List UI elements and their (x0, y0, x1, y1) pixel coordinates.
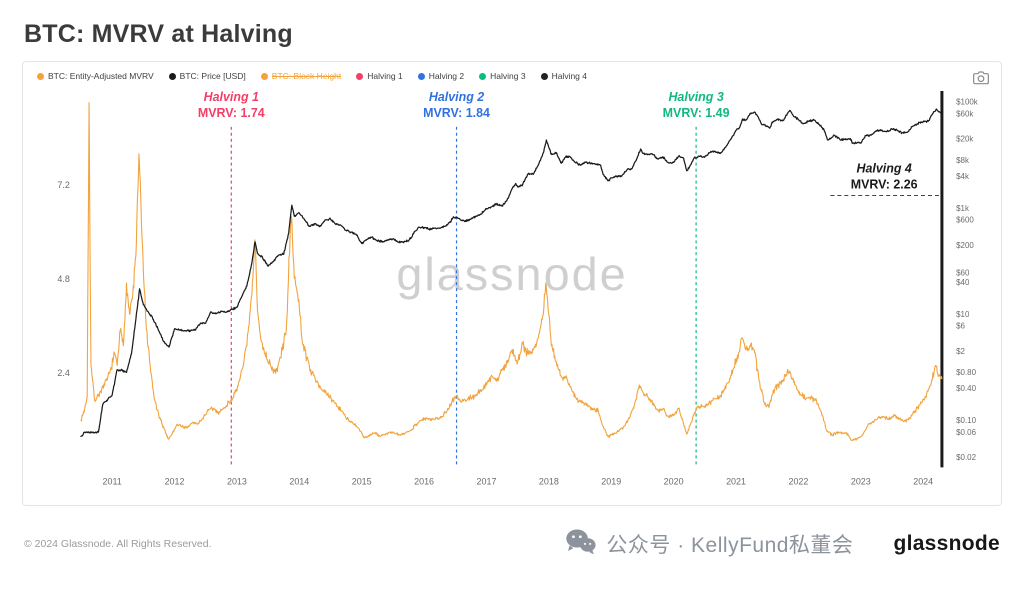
legend-label: BTC: Price [USD] (179, 71, 246, 81)
left-axis-tick: 7.2 (57, 180, 69, 190)
x-axis-label: 2019 (601, 476, 621, 486)
right-axis-tick: $20k (956, 135, 973, 144)
legend-item-btc-price-usd[interactable]: BTC: Price [USD] (168, 71, 246, 81)
legend-item-btc-entity-adjusted-mvrv[interactable]: BTC: Entity-Adjusted MVRV (37, 71, 154, 81)
legend-label: BTC: Entity-Adjusted MVRV (48, 71, 154, 81)
right-axis-tick: $4k (956, 172, 969, 181)
halving-2-title: Halving 2 (429, 90, 484, 104)
chart-canvas[interactable]: glassnode Halving 1 MVRV: 1.74 Halving 2 MVR… (36, 83, 988, 501)
legend-item-halving-1[interactable]: Halving 1 (356, 71, 403, 81)
watermark-text: glassnode (396, 248, 627, 300)
halving-2-swatch (417, 72, 425, 80)
right-axis-tick: $40 (956, 278, 970, 287)
right-axis-tick: $600 (956, 216, 974, 225)
x-axis-label: 2011 (103, 476, 122, 486)
halving-3-swatch (479, 72, 487, 80)
x-axis-label: 2020 (664, 476, 684, 486)
halving-3-mvrv-value: MVRV: 1.49 (663, 106, 730, 120)
camera-button[interactable] (971, 69, 991, 87)
x-axis-label: 2015 (352, 476, 372, 486)
legend-label: Halving 1 (367, 71, 403, 81)
btc-block-height-swatch (260, 72, 268, 80)
right-axis-tick: $60k (956, 109, 973, 118)
wechat-icon (565, 528, 596, 560)
legend-label: Halving 3 (490, 71, 526, 81)
x-axis-label: 2012 (165, 476, 185, 486)
halving-2-mvrv-value: MVRV: 1.84 (423, 106, 490, 120)
halving-1-swatch (356, 72, 364, 80)
legend-label: BTC: Block Height (271, 71, 342, 81)
x-axis-label: 2018 (539, 476, 559, 486)
right-axis-tick: $200 (956, 241, 974, 250)
x-axis-label: 2024 (913, 476, 933, 486)
x-axis-label: 2016 (414, 476, 434, 486)
right-axis-tick: $0.10 (956, 416, 976, 425)
page-footer: © 2024 Glassnode. All Rights Reserved. 公… (0, 506, 1024, 560)
x-axis-label: 2014 (289, 476, 309, 486)
legend-item-halving-2[interactable]: Halving 2 (417, 71, 465, 81)
copyright-text: © 2024 Glassnode. All Rights Reserved. (24, 538, 212, 551)
right-axis-tick: $6 (956, 322, 965, 331)
halving-4-mvrv-value: MVRV: 2.26 (851, 178, 918, 192)
camera-icon (973, 71, 989, 88)
right-axis-tick: $100k (956, 98, 978, 107)
social-handle: 公众号 · KellyFund私董会 (606, 534, 854, 558)
halving-4-title: Halving 4 (857, 162, 912, 176)
x-axis-label: 2023 (851, 476, 871, 486)
right-axis-tick: $60 (956, 269, 970, 278)
footer-right: 公众号 · KellyFund私董会 glassnode (565, 528, 1000, 560)
right-axis-tick: $1k (956, 204, 969, 213)
right-axis-tick: $2 (956, 347, 965, 356)
left-axis-tick: 2.4 (57, 368, 69, 378)
page-title: BTC: MVRV at Halving (24, 20, 293, 48)
legend-label: Halving 4 (551, 71, 587, 81)
btc-entity-adjusted-mvrv-swatch (37, 72, 44, 80)
x-axis-label: 2022 (788, 476, 808, 486)
legend-item-halving-3[interactable]: Halving 3 (479, 71, 526, 81)
left-axis-tick: 4.8 (57, 274, 69, 284)
right-axis-tick: $10 (956, 310, 970, 319)
right-axis-tick: $0.02 (956, 453, 976, 462)
chart-card: BTC: Entity-Adjusted MVRV BTC: Price [USD… (22, 61, 1002, 507)
halving-1-title: Halving 1 (204, 90, 259, 104)
right-axis-tick: $8k (956, 156, 969, 165)
x-axis-label: 2021 (726, 476, 746, 486)
right-axis-tick: $0.06 (956, 428, 976, 437)
chart-legend: BTC: Entity-Adjusted MVRV BTC: Price [USD… (23, 62, 1001, 83)
right-axis-tick: $0.80 (956, 368, 976, 377)
legend-item-halving-4[interactable]: Halving 4 (540, 71, 587, 81)
x-axis-label: 2017 (477, 476, 497, 486)
price-series-line (80, 108, 943, 437)
halving-1-mvrv-value: MVRV: 1.74 (198, 106, 265, 120)
legend-label: Halving 2 (428, 71, 465, 81)
x-axis-label: 2013 (227, 476, 247, 486)
legend-item-btc-block-height[interactable]: BTC: Block Height (260, 71, 342, 81)
halving-3-title: Halving 3 (668, 90, 723, 104)
glassnode-wordmark: glassnode (893, 532, 1000, 556)
mvrv-series-line (80, 102, 943, 442)
btc-price-usd-swatch (168, 72, 176, 80)
halving-4-swatch (540, 72, 548, 80)
right-axis-tick: $0.40 (956, 384, 976, 393)
